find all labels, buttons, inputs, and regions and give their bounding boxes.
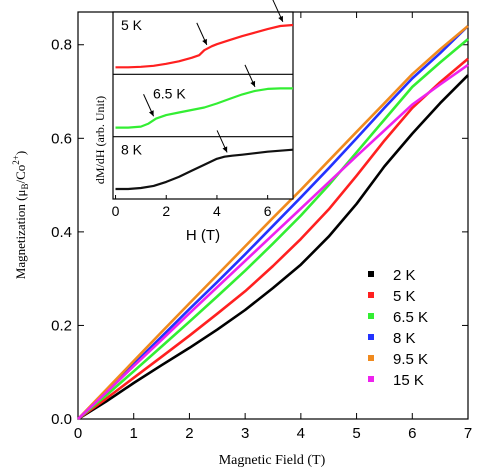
x-tick-label: 4 <box>297 425 305 442</box>
series-line <box>77 63 469 420</box>
y-tick-label: 0.0 <box>51 411 72 428</box>
x-tick-label: 3 <box>241 425 249 442</box>
inset-y-axis-label: dM/dH (arb. Unit) <box>93 96 107 184</box>
inset-x-tick-label: 0 <box>112 203 120 219</box>
series-line <box>77 38 469 420</box>
inset-arrow-head <box>148 110 154 117</box>
y-axis-label-sub: B <box>20 184 30 190</box>
inset-x-axis-label: H (T) <box>186 227 220 244</box>
inset-x-tick-label: 2 <box>162 203 170 219</box>
legend-swatch <box>368 313 374 319</box>
legend-label: 15 K <box>393 372 424 389</box>
inset-panel-label: 5 K <box>121 17 143 33</box>
y-tick-label: 0.8 <box>51 37 72 54</box>
y-tick-label: 0.6 <box>51 130 72 147</box>
main-axes-ticks: 0 1 2 3 4 5 6 7 0.0 0.2 0.4 0.6 0.8 <box>51 12 472 442</box>
inset-arrow-head <box>202 38 207 45</box>
legend-swatch <box>368 292 374 298</box>
series-line <box>77 25 469 420</box>
inset-x-tick-label: 6 <box>264 203 272 219</box>
inset-background <box>112 11 294 200</box>
y-tick-label: 0.2 <box>51 317 72 334</box>
legend-label: 8 K <box>393 330 416 347</box>
y-axis-label-end: ) <box>13 151 28 155</box>
legend-swatch <box>368 355 374 361</box>
legend-label: 2 K <box>393 267 416 284</box>
y-axis-label: Magnetization (μB/Co2+) <box>11 151 30 279</box>
inset-panel-label: 6.5 K <box>153 85 186 101</box>
inset-panels: 5 K 6.5 K 8 K 0 2 4 6 <box>112 0 294 219</box>
legend: 2 K 5 K 6.5 K 8 K 9.5 K 15 K <box>368 267 428 389</box>
y-axis-label-mid: /Co <box>13 165 28 184</box>
x-tick-label: 7 <box>464 425 472 442</box>
series-line <box>77 57 469 421</box>
y-tick-label: 0.4 <box>51 224 72 241</box>
legend-label: 6.5 K <box>393 309 428 326</box>
legend-label: 5 K <box>393 288 416 305</box>
x-tick-label: 5 <box>352 425 360 442</box>
series-line <box>77 74 469 421</box>
x-tick-label: 0 <box>74 425 82 442</box>
y-axis-label-sup: 2+ <box>11 155 21 165</box>
main-series-group <box>77 25 469 421</box>
inset-series-line <box>115 87 293 129</box>
inset-arrow-head <box>250 80 256 87</box>
x-tick-label: 6 <box>408 425 416 442</box>
inset-x-tick-label: 4 <box>213 203 221 219</box>
legend-label: 9.5 K <box>393 351 428 368</box>
inset-series-line <box>115 148 294 191</box>
x-tick-label: 1 <box>130 425 138 442</box>
legend-swatch <box>368 334 374 340</box>
x-tick-label: 2 <box>185 425 193 442</box>
legend-swatch <box>368 271 374 277</box>
x-axis-label: Magnetic Field (T) <box>219 453 326 468</box>
inset-arrow-head <box>222 146 228 153</box>
inset-series-line <box>115 23 294 69</box>
inset-arrow-head <box>278 15 283 22</box>
y-axis-label-main: Magnetization (μ <box>13 190 28 280</box>
series-line <box>77 25 469 420</box>
inset-panel-label: 8 K <box>121 142 143 158</box>
legend-swatch <box>368 376 374 382</box>
